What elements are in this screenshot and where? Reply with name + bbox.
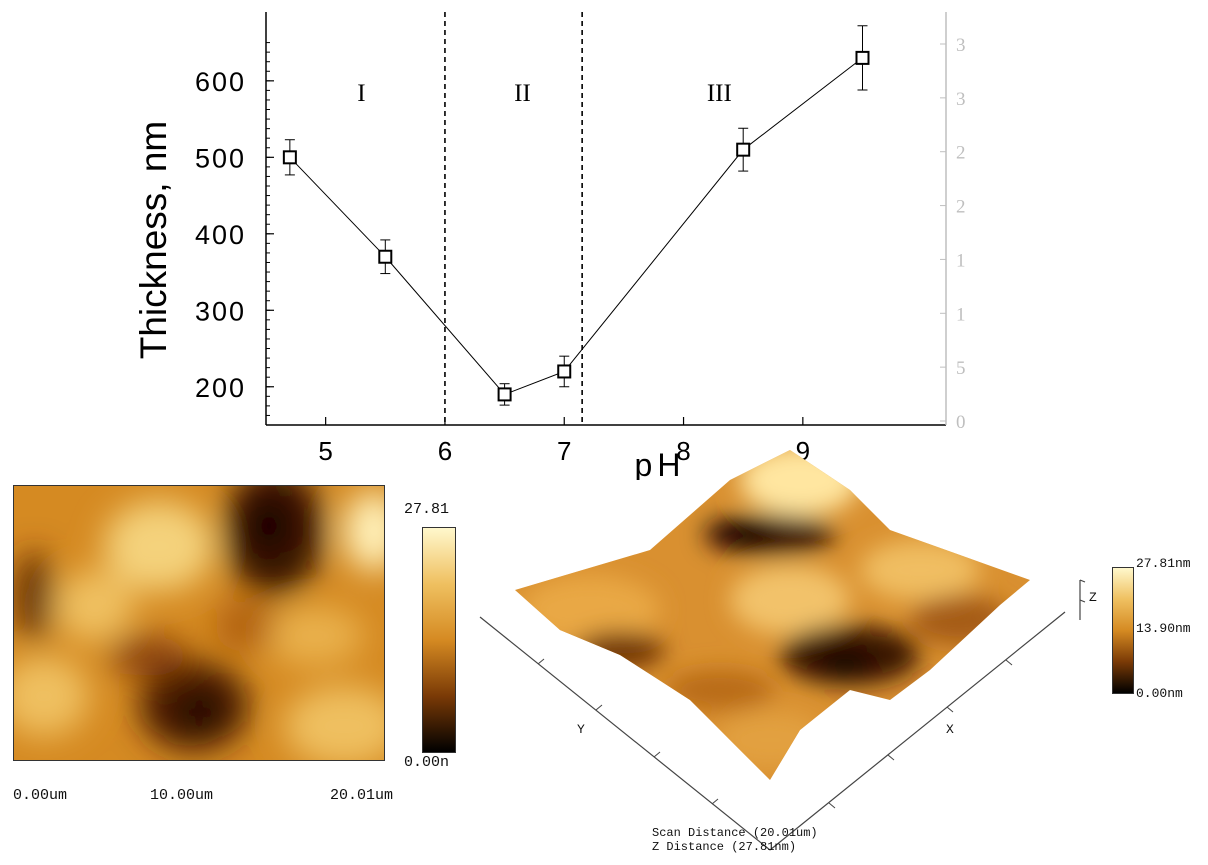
afm-3d-colorbar-mid-label: 13.90nm	[1136, 621, 1191, 636]
x-tick-label: 8	[676, 436, 690, 466]
right-axis-tick-label: 1	[956, 250, 966, 271]
y-tick-label: 300	[195, 296, 246, 326]
right-axis-tick-label: 3	[956, 35, 966, 56]
right-axis-tick-label: 2	[956, 143, 966, 164]
x-tick-label: 5	[318, 436, 332, 466]
afm-2d-colorbar	[422, 527, 456, 753]
afm-2d-colorbar-max-label: 27.81	[404, 501, 450, 518]
afm-2d-x-tick-0: 0.00um	[13, 787, 68, 804]
region-label: I	[357, 80, 365, 107]
data-point-marker	[557, 364, 572, 379]
y-tick-label: 200	[195, 373, 246, 403]
afm-2d-image	[14, 486, 384, 760]
right-axis-tick-label: 5	[956, 358, 966, 379]
data-point-marker	[378, 249, 393, 264]
afm-3d-surface	[470, 440, 1110, 860]
data-point-marker	[855, 50, 870, 65]
right-axis-tick-label: 2	[956, 197, 966, 218]
afm-2d-height-map	[13, 485, 385, 761]
data-point-marker	[736, 142, 751, 157]
data-series-line	[289, 57, 863, 396]
afm-2d-colorbar-min-label: 0.00n	[404, 754, 450, 771]
afm-3d-axis-z-label: Z	[1089, 590, 1097, 605]
y-axis-title: Thickness, nm	[133, 121, 174, 360]
afm-3d-colorbar	[1112, 567, 1134, 694]
right-axis-tick-label: 0	[956, 412, 966, 433]
afm-3d-scan-distance: Scan Distance (20.01um)	[652, 826, 818, 840]
y-tick-label: 600	[195, 67, 246, 97]
y-tick-label: 400	[195, 220, 246, 250]
data-point-marker	[282, 150, 297, 165]
right-axis-tick-label: 1	[956, 304, 966, 325]
afm-3d-colorbar-max-label: 27.81nm	[1136, 556, 1191, 571]
x-axis-title: pH	[635, 447, 686, 480]
y-tick-label: 500	[195, 143, 246, 173]
afm-3d-axis-y-label: Y	[577, 722, 585, 737]
right-axis-tick-label: 3	[956, 89, 966, 110]
afm-3d-z-distance: Z Distance (27.81nm)	[652, 840, 797, 854]
x-tick-label: 7	[557, 436, 571, 466]
data-point-marker	[497, 387, 512, 402]
afm-3d-axis-x-label: X	[946, 722, 954, 737]
region-label: III	[707, 80, 732, 107]
afm-3d-colorbar-min-label: 0.00nm	[1136, 686, 1183, 701]
x-tick-label: 6	[438, 436, 452, 466]
region-label: II	[514, 80, 531, 107]
afm-2d-x-tick-1: 10.00um	[150, 787, 214, 804]
afm-3d-image	[479, 450, 1086, 851]
afm-2d-x-tick-2: 20.01um	[330, 787, 394, 804]
